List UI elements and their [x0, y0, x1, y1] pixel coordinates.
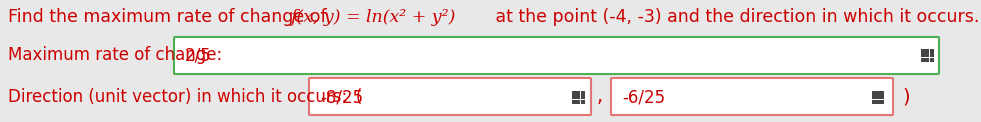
FancyBboxPatch shape — [611, 78, 893, 115]
Text: Find the maximum rate of change of: Find the maximum rate of change of — [8, 8, 333, 26]
Text: Direction (unit vector) in which it occurs:  (: Direction (unit vector) in which it occu… — [8, 88, 362, 106]
Text: f(x, y) = ln(x² + y²): f(x, y) = ln(x² + y²) — [290, 9, 455, 25]
FancyBboxPatch shape — [309, 78, 591, 115]
Text: -8/25: -8/25 — [320, 88, 363, 106]
Text: at the point (-4, -3) and the direction in which it occurs.: at the point (-4, -3) and the direction … — [490, 8, 979, 26]
FancyBboxPatch shape — [174, 37, 939, 74]
Text: 2/5: 2/5 — [185, 46, 212, 64]
Text: ): ) — [902, 87, 909, 107]
Text: -6/25: -6/25 — [622, 88, 665, 106]
Text: ,: , — [597, 87, 603, 107]
Text: Maximum rate of change:: Maximum rate of change: — [8, 46, 223, 64]
